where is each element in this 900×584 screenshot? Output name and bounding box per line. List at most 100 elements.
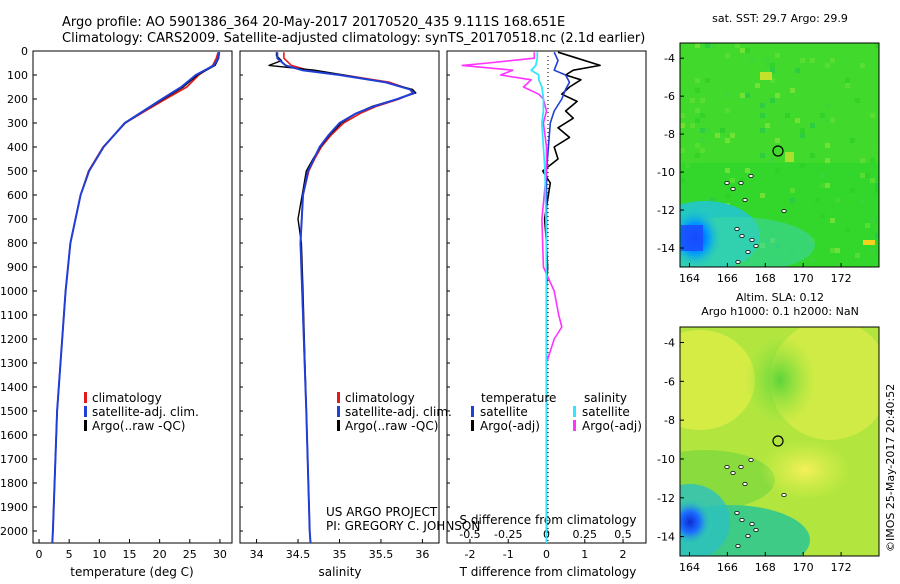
sst-island xyxy=(749,237,755,242)
sst-cell xyxy=(855,253,860,258)
sst-cell xyxy=(695,118,700,123)
sla-island xyxy=(730,470,736,475)
sst-cell xyxy=(810,123,815,128)
sst-island xyxy=(730,186,736,191)
sst-lat-label: -12 xyxy=(657,204,675,217)
header-line-2: Climatology: CARS2009. Satellite-adjuste… xyxy=(62,31,645,46)
sla-lon-label: 166 xyxy=(717,561,738,574)
sla-island xyxy=(753,528,759,533)
difference-line-s-satellite xyxy=(530,52,548,543)
sst-cell xyxy=(725,108,730,113)
depth-tick-label: 1300 xyxy=(0,357,28,370)
sst-cell xyxy=(875,183,879,188)
sst-cell xyxy=(735,43,740,48)
sst-cell xyxy=(825,118,830,123)
s-difference-tick-label: -0.25 xyxy=(494,528,522,541)
depth-tick-label: 600 xyxy=(7,189,28,202)
sst-cell xyxy=(770,158,775,163)
depth-tick-label: 800 xyxy=(7,237,28,250)
depth-tick-label: 100 xyxy=(7,69,28,82)
t-difference-tick-label: 0 xyxy=(543,548,550,561)
temperature-line-argo xyxy=(52,52,220,532)
salinity-tick-label: 34 xyxy=(250,548,264,561)
sla-heatmap xyxy=(680,327,879,556)
sst-cell xyxy=(770,68,775,73)
sst-cell xyxy=(820,173,825,178)
sst-cell xyxy=(860,198,865,203)
sst-cell xyxy=(810,153,815,158)
temperature-lines xyxy=(51,51,221,544)
sst-cell xyxy=(710,43,715,48)
t-difference-tick-label: -1 xyxy=(503,548,514,561)
sla-argo-marker xyxy=(772,435,784,447)
sla-map-subtitle: Argo h1000: 0.1 h2000: NaN xyxy=(701,305,859,318)
sst-map-axes: 164 166 168 170 172 -4 -6 -8 -10 -12 -14 xyxy=(657,52,852,285)
sst-cell xyxy=(725,138,730,143)
sla-lon-label: 164 xyxy=(679,561,700,574)
sst-cell xyxy=(685,163,690,168)
legend-label-argo: Argo(..raw -QC) xyxy=(345,419,438,433)
sla-island xyxy=(749,522,755,527)
sst-cell xyxy=(765,58,770,63)
legend-swatch-t-argo xyxy=(471,420,474,431)
sst-cell xyxy=(830,218,835,223)
temperature-tick-label: 30 xyxy=(213,548,227,561)
sst-cell xyxy=(855,98,860,103)
sst-cell xyxy=(865,173,870,178)
difference-line-s-argo xyxy=(461,52,563,531)
sst-cell xyxy=(870,178,875,183)
sla-lat-label: -6 xyxy=(664,375,675,388)
temperature-tick-label: 5 xyxy=(66,548,73,561)
t-difference-label: T difference from climatology xyxy=(459,565,637,579)
sst-cell xyxy=(765,63,770,68)
sla-island xyxy=(742,481,748,486)
legend-swatch-t-satellite xyxy=(471,406,474,417)
salinity-difference-ticks: -0.5 -0.25 0 0.25 0.5 xyxy=(459,528,632,541)
sst-cell xyxy=(800,133,805,138)
sst-cell xyxy=(775,133,780,138)
legend-swatch-argo xyxy=(337,420,340,431)
sst-cell xyxy=(770,138,775,143)
salinity-line-satellite xyxy=(276,52,416,544)
depth-tick-label: 400 xyxy=(7,141,28,154)
sst-cell xyxy=(690,98,695,103)
sst-island xyxy=(735,259,741,264)
sst-cell xyxy=(830,248,835,253)
sst-cell xyxy=(700,98,705,103)
sla-lat-label: -10 xyxy=(657,453,675,466)
sla-map-frame xyxy=(679,326,880,557)
depth-tick-label: 1600 xyxy=(0,429,28,442)
sst-cell xyxy=(680,113,685,118)
sst-cell xyxy=(680,83,685,88)
sst-cell xyxy=(845,83,850,88)
legend-title-salinity: salinity xyxy=(584,391,627,405)
sst-cell xyxy=(875,233,879,238)
salinity-tick-label: 35.5 xyxy=(369,548,394,561)
depth-tick-label: 1100 xyxy=(0,309,28,322)
legend-label-argo: Argo(..raw -QC) xyxy=(92,419,185,433)
salinity-tick-label: 36 xyxy=(415,548,429,561)
sst-cell xyxy=(835,198,840,203)
depth-tick-label: 1900 xyxy=(0,501,28,514)
sst-cell xyxy=(810,258,815,263)
sst-cell xyxy=(860,63,865,68)
legend-label-s-satellite: satellite xyxy=(582,405,630,419)
sst-cell xyxy=(810,103,815,108)
sst-cell xyxy=(810,73,815,78)
sst-cell xyxy=(770,63,775,68)
sst-cell xyxy=(725,168,730,173)
sst-cell xyxy=(770,98,775,103)
temperature-legend: climatology satellite-adj. clim. Argo(..… xyxy=(84,391,199,433)
sst-cell xyxy=(875,143,879,148)
salinity-lines xyxy=(268,52,417,544)
sst-cell xyxy=(760,128,765,133)
depth-tick-label: 1700 xyxy=(0,453,28,466)
difference-legend: temperature satellite Argo(-adj) salinit… xyxy=(471,391,642,433)
depth-tick-label: 300 xyxy=(7,117,28,130)
sst-cell xyxy=(740,93,745,98)
sst-cell xyxy=(790,148,795,153)
sst-cell xyxy=(760,193,765,198)
sst-cell xyxy=(825,143,830,148)
sst-cell xyxy=(800,128,805,133)
